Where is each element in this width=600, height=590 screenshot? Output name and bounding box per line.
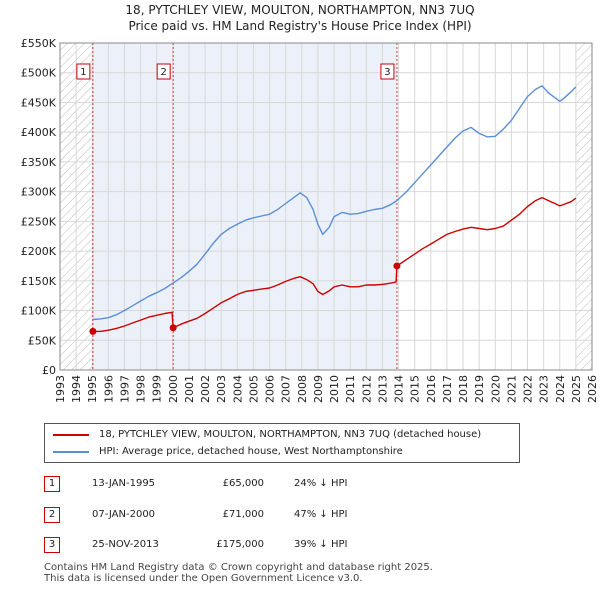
y-tick-label: £550K — [21, 37, 57, 50]
sale-point — [393, 262, 401, 270]
chart-legend: 18, PYTCHLEY VIEW, MOULTON, NORTHAMPTON,… — [44, 423, 520, 463]
transaction-row: 2 07-JAN-2000 £71,000 47% ↓ HPI — [44, 505, 474, 525]
transaction-price: £175,000 — [216, 539, 264, 550]
legend-label-hpi: HPI: Average price, detached house, West… — [99, 446, 403, 457]
x-tick-label: 2014 — [393, 375, 406, 403]
y-tick-label: £400K — [21, 126, 57, 139]
x-tick-label: 2025 — [570, 375, 583, 403]
marker-label: 1 — [80, 67, 86, 78]
y-tick-label: £250K — [21, 215, 57, 228]
x-tick-label: 1999 — [151, 375, 164, 403]
x-tick-label: 2008 — [296, 375, 309, 403]
legend-label-property: 18, PYTCHLEY VIEW, MOULTON, NORTHAMPTON,… — [99, 429, 482, 440]
attribution-line-1: Contains HM Land Registry data © Crown c… — [44, 562, 433, 573]
x-tick-label: 1998 — [135, 375, 148, 403]
x-tick-label: 2018 — [457, 375, 470, 403]
hatched-region-after — [575, 43, 592, 370]
x-tick-label: 2024 — [554, 375, 567, 403]
legend-swatch-property — [53, 434, 89, 436]
marker-label-box — [76, 63, 91, 80]
x-tick-label: 2016 — [425, 375, 438, 403]
transaction-date: 07-JAN-2000 — [92, 509, 156, 520]
y-tick-label: £350K — [21, 156, 57, 169]
price-chart: 1 2 3 £0 £50K £100K £150K £200K £250K £300K £350K… — [21, 37, 599, 403]
sale-point — [169, 324, 177, 332]
y-tick-label: £50K — [28, 334, 57, 347]
x-tick-label: 2023 — [538, 375, 551, 403]
x-tick-label: 2017 — [441, 375, 454, 403]
transaction-marker-number: 2 — [44, 507, 60, 523]
marker-label-box — [380, 63, 395, 80]
x-tick-label: 2001 — [183, 375, 196, 403]
x-tick-label: 2012 — [360, 375, 373, 403]
x-tick-label: 2004 — [231, 375, 244, 403]
x-tick-label: 2005 — [247, 375, 260, 403]
transaction-price: £65,000 — [222, 478, 264, 489]
transaction-row: 3 25-NOV-2013 £175,000 39% ↓ HPI — [44, 535, 474, 555]
chart-title: 18, PYTCHLEY VIEW, MOULTON, NORTHAMPTON,… — [125, 3, 475, 17]
x-tick-label: 2009 — [312, 375, 325, 403]
y-tick-label: £500K — [21, 67, 57, 80]
y-tick-label: £200K — [21, 245, 57, 258]
x-tick-label: 2011 — [344, 375, 357, 403]
x-tick-label: 2020 — [489, 375, 502, 403]
x-tick-label: 2015 — [409, 375, 422, 403]
y-tick-label: £300K — [21, 186, 57, 199]
x-tick-label: 1993 — [54, 375, 67, 403]
x-tick-label: 1997 — [118, 375, 131, 403]
marker-label: 2 — [160, 67, 166, 78]
transaction-price: £71,000 — [222, 509, 264, 520]
x-tick-label: 2003 — [215, 375, 228, 403]
transaction-marker-number: 3 — [44, 537, 60, 553]
transaction-date: 25-NOV-2013 — [92, 539, 159, 550]
transaction-marker-number: 1 — [44, 476, 60, 492]
shaded-range — [173, 43, 397, 370]
transaction-hpi-diff: 47% ↓ HPI — [294, 509, 348, 520]
chart-subtitle: Price paid vs. HM Land Registry's House … — [128, 19, 472, 33]
legend-swatch-hpi — [53, 451, 89, 453]
y-tick-label: £100K — [21, 305, 57, 318]
x-tick-label: 2006 — [264, 375, 277, 403]
marker-label-box — [156, 63, 171, 80]
y-tick-label: £450K — [21, 96, 57, 109]
x-tick-label: 2026 — [586, 375, 599, 403]
x-tick-label: 2013 — [376, 375, 389, 403]
x-tick-label: 1995 — [86, 375, 99, 403]
plot-frame — [59, 42, 593, 371]
transaction-date: 13-JAN-1995 — [92, 478, 156, 489]
x-tick-label: 2000 — [167, 375, 180, 403]
x-tick-label: 1996 — [102, 375, 115, 403]
y-tick-label: £0 — [42, 364, 56, 377]
marker-label: 3 — [384, 67, 390, 78]
x-tick-label: 2010 — [328, 375, 341, 403]
x-tick-label: 2019 — [473, 375, 486, 403]
y-tick-label: £150K — [21, 275, 57, 288]
sale-point — [89, 327, 97, 335]
attribution-line-2: This data is licensed under the Open Gov… — [44, 573, 363, 584]
series-line-hpi — [92, 85, 577, 321]
x-tick-label: 2002 — [199, 375, 212, 403]
x-tick-label: 2022 — [522, 375, 535, 403]
attribution: Contains HM Land Registry data © Crown c… — [44, 562, 433, 584]
x-tick-label: 2007 — [280, 375, 293, 403]
transaction-row: 1 13-JAN-1995 £65,000 24% ↓ HPI — [44, 474, 474, 494]
x-tick-label: 2021 — [505, 375, 518, 403]
shaded-range — [92, 43, 174, 370]
transaction-hpi-diff: 39% ↓ HPI — [294, 539, 348, 550]
transaction-hpi-diff: 24% ↓ HPI — [294, 478, 348, 489]
x-tick-label: 1994 — [70, 375, 83, 403]
